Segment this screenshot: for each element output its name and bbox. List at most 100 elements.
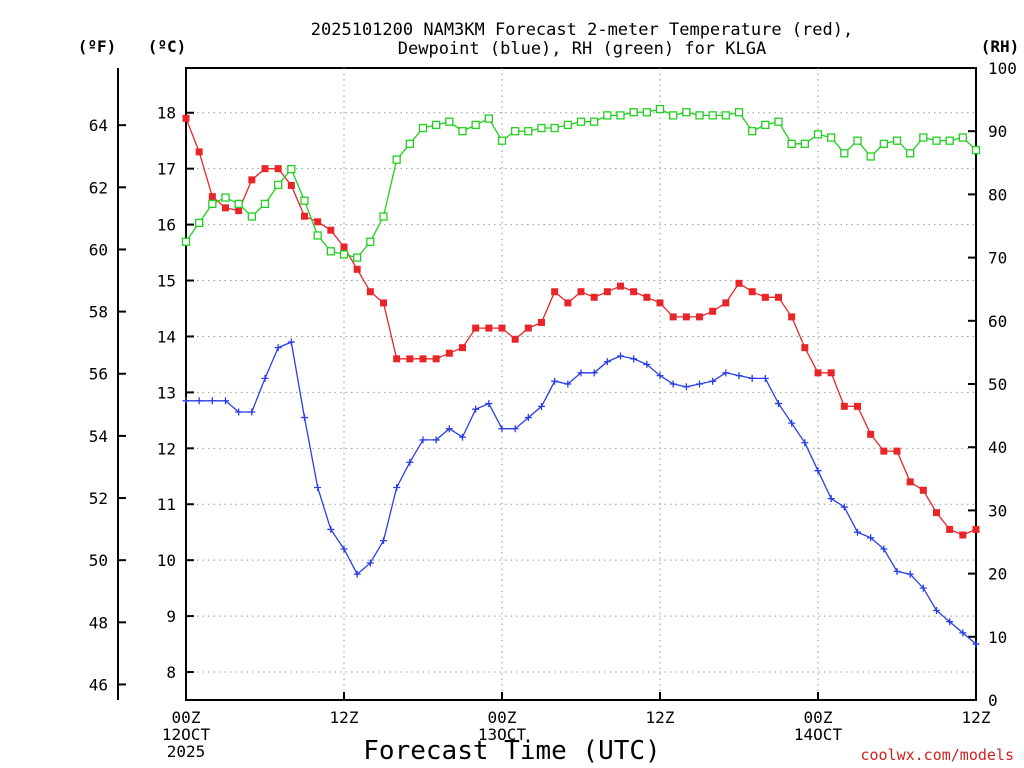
2-meter-temperature-point (551, 288, 559, 296)
chart-title-line-1: 2025101200 NAM3KM Forecast 2-meter Tempe… (311, 20, 853, 40)
rh-point (616, 111, 625, 120)
rh-point (260, 199, 270, 209)
rh-point (853, 136, 862, 145)
rh-point (669, 111, 678, 120)
rh-tick-label: 90 (988, 122, 1007, 141)
2-meter-temperature-point (274, 165, 282, 173)
celsius-tick-label: 16 (157, 216, 176, 235)
rh-point (274, 180, 283, 190)
dewpoint-point (301, 414, 308, 422)
rh-point (827, 133, 836, 142)
2-meter-temperature-point (380, 299, 387, 307)
fahrenheit-tick-label: 60 (89, 240, 108, 259)
rh-tick-label: 20 (988, 565, 1007, 584)
2-meter-temperature-point (538, 318, 545, 326)
fahrenheit-unit-label: (ºF) (78, 37, 117, 56)
x-axis-label: Forecast Time (UTC) (363, 736, 660, 766)
rh-point (550, 123, 559, 133)
2-meter-temperature-point (459, 344, 466, 352)
dewpoint-point (972, 640, 980, 648)
celsius-tick-label: 15 (157, 272, 176, 291)
dewpoint-point (380, 537, 387, 545)
rh-point (208, 199, 217, 209)
2-meter-temperature-point (248, 176, 256, 184)
2-meter-temperature-point (880, 447, 888, 455)
2-meter-temperature-point (353, 265, 361, 273)
rh-tick-label: 0 (988, 691, 998, 710)
rh-point (682, 108, 691, 117)
dewpoint-point (959, 629, 967, 637)
2-meter-temperature-point (195, 148, 203, 156)
dewpoint-point (722, 369, 730, 377)
2-meter-temperature-point (393, 355, 401, 363)
rh-point (511, 127, 520, 136)
dewpoint-point (656, 372, 664, 380)
dewpoint-point (314, 483, 322, 491)
2-meter-temperature-point (682, 313, 690, 321)
rh-point (655, 104, 665, 114)
dewpoint-point (511, 425, 519, 433)
2-meter-temperature-point (748, 288, 756, 296)
dewpoint-point (933, 607, 940, 615)
dewpoint-point (459, 433, 466, 441)
2-meter-temperature-point (814, 369, 822, 377)
dewpoint-series (182, 338, 980, 648)
rh-point (813, 130, 823, 139)
2-meter-temperature-point (301, 212, 308, 220)
rh-point (484, 114, 493, 123)
2-meter-temperature-point (485, 324, 493, 332)
dewpoint-point (617, 352, 624, 360)
fahrenheit-tick-label: 48 (89, 613, 108, 632)
dewpoint-point (393, 483, 401, 491)
rh-point (405, 139, 414, 148)
dewpoint-point (248, 408, 256, 416)
2-meter-temperature-point (406, 355, 414, 363)
rh-point (734, 108, 744, 117)
rh-point (958, 133, 967, 142)
dewpoint-point (775, 400, 782, 408)
rh-point (458, 127, 467, 136)
rh-point (287, 164, 296, 174)
2-meter-temperature-point (327, 226, 335, 234)
2-meter-temperature-point (722, 299, 730, 307)
dewpoint-point (880, 545, 888, 553)
dewpoint-point (630, 355, 638, 363)
dewpoint-point (551, 377, 559, 385)
rh-point (629, 108, 638, 117)
fahrenheit-tick-label: 58 (89, 303, 108, 322)
2-meter-temperature-point (472, 324, 480, 332)
2-meter-temperature-point (919, 486, 927, 494)
dewpoint-point (735, 372, 743, 380)
rh-point (642, 108, 651, 117)
2-meter-temperature-point (564, 299, 572, 307)
rh-point (708, 111, 717, 120)
dewpoint-point (590, 369, 598, 377)
rh-point (787, 139, 796, 148)
rh-point (537, 123, 546, 133)
2-meter-temperature-point (524, 324, 532, 332)
rh-tick-label: 60 (988, 312, 1007, 331)
rh-point (392, 155, 401, 164)
fahrenheit-tick-label: 64 (89, 116, 108, 135)
rh-point (800, 139, 809, 148)
rh-point (379, 212, 388, 221)
dewpoint-point (669, 380, 677, 388)
rh-point (234, 199, 243, 209)
rh-point (932, 136, 941, 145)
dewpoint-point (287, 338, 295, 346)
rh-point (181, 237, 191, 246)
2-meter-temperature-point (590, 293, 598, 301)
dewpoint-point (827, 495, 835, 503)
2-meter-temperature-point (235, 207, 243, 215)
2-meter-temperature-point (709, 307, 717, 315)
rh-point (563, 120, 572, 130)
rh-tick-label: 50 (988, 375, 1007, 394)
dewpoint-point (419, 436, 427, 444)
dewpoint-line (186, 341, 977, 645)
rh-point (221, 193, 230, 202)
rh-tick-label: 100 (988, 59, 1017, 78)
dewpoint-point (445, 425, 453, 433)
dewpoint-point (498, 425, 506, 433)
dewpoint-point (643, 360, 651, 368)
rh-point (432, 120, 441, 130)
